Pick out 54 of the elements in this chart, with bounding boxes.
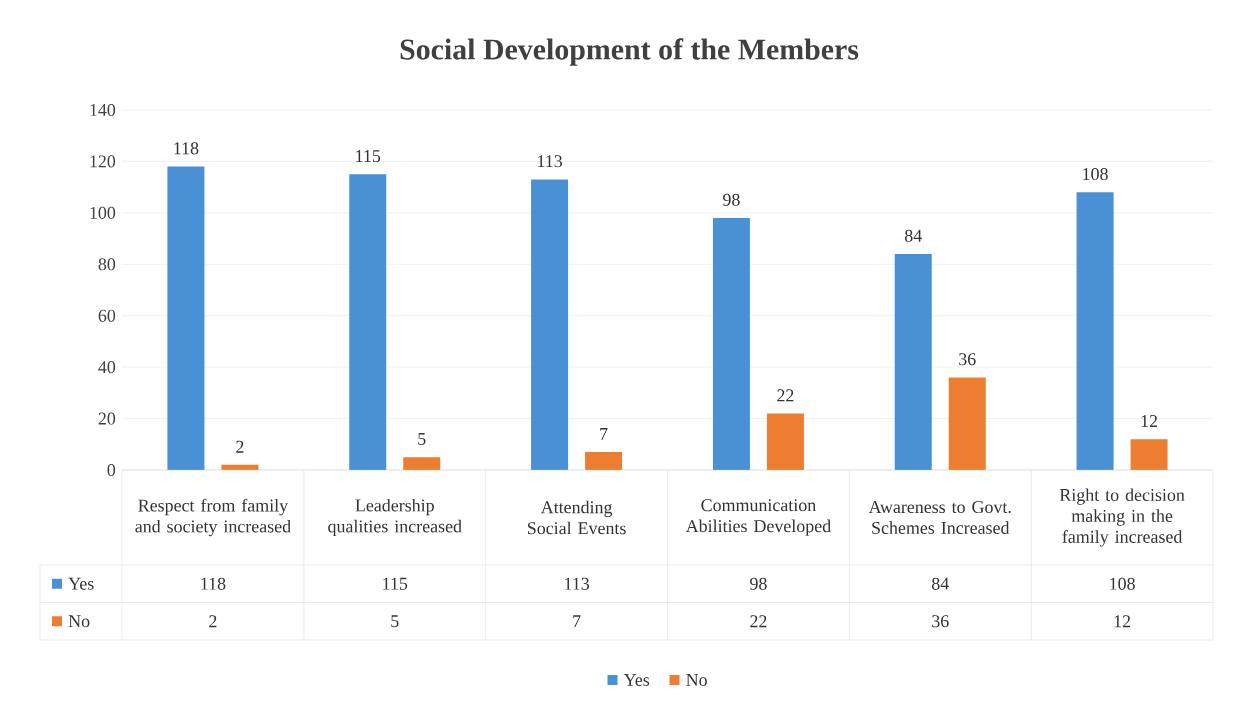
x-tick-label: Leadership qualities increased — [328, 498, 462, 537]
y-tick-label: 140 — [90, 103, 116, 117]
bar — [167, 166, 205, 470]
data-label: 12 — [1114, 615, 1131, 628]
annotation: 2 — [236, 440, 244, 453]
data-label: 84 — [931, 577, 949, 590]
annotation: 12 — [1141, 415, 1158, 427]
x-tick-label: Respect from family and society increased — [135, 498, 291, 537]
annotation: 108 — [1083, 168, 1108, 181]
data-label: 7 — [573, 615, 581, 628]
data-label: 36 — [932, 615, 949, 628]
legend-label: No — [68, 615, 90, 628]
y-tick-label: 40 — [98, 361, 116, 374]
annotation: 84 — [904, 229, 922, 242]
annotation: 22 — [777, 389, 794, 402]
bar — [712, 217, 750, 470]
data-label: 98 — [750, 577, 767, 590]
annotation: 118 — [174, 142, 199, 155]
y-tick-label: 100 — [90, 206, 116, 219]
chart-title: Social Development of the Members — [400, 38, 859, 66]
data-label: 118 — [201, 577, 226, 590]
legend-label: Yes — [68, 577, 94, 590]
bar — [1076, 192, 1114, 470]
y-tick-label: 120 — [90, 155, 116, 168]
annotation: 113 — [538, 155, 562, 168]
bar — [531, 179, 569, 470]
data-label: 5 — [391, 615, 399, 628]
annotation: 98 — [723, 193, 740, 206]
y-tick-label: 0 — [107, 463, 116, 477]
text: Yes — [623, 674, 650, 686]
bar — [349, 174, 387, 470]
bar — [1130, 439, 1168, 470]
annotation: 36 — [959, 353, 976, 366]
annotation: 115 — [356, 150, 381, 163]
x-tick-label: Awareness to Govt. Schemes Increased — [868, 501, 1011, 534]
y-tick-label: 20 — [98, 412, 116, 425]
bar — [585, 452, 623, 470]
annotation: 5 — [418, 433, 426, 445]
x-tick-label: Attending Social Events — [527, 500, 626, 535]
x-tick-label: Right to decision making in the family increased — [1059, 488, 1185, 547]
y-tick-label: 60 — [98, 309, 116, 322]
data-label: 115 — [383, 577, 408, 590]
text: No — [686, 674, 707, 686]
data-label: 113 — [565, 577, 590, 590]
x-tick-label: Communication Abilities Developed — [685, 499, 831, 536]
annotation: 7 — [600, 428, 608, 440]
bar — [948, 377, 986, 470]
data-label: 2 — [209, 615, 217, 628]
y-tick-label: 80 — [98, 258, 116, 271]
bar — [894, 253, 932, 470]
data-label: 22 — [750, 615, 767, 628]
data-label: 108 — [1110, 577, 1135, 590]
bar — [766, 413, 804, 470]
bar — [403, 457, 441, 470]
